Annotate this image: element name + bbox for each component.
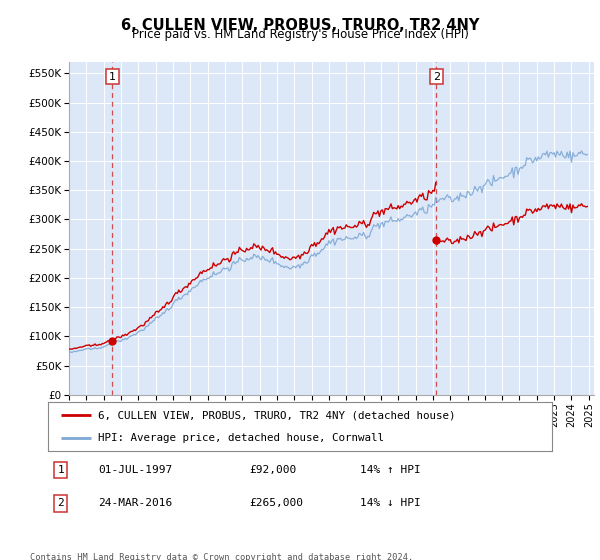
- Text: HPI: Average price, detached house, Cornwall: HPI: Average price, detached house, Corn…: [98, 433, 385, 444]
- Text: Contains HM Land Registry data © Crown copyright and database right 2024.: Contains HM Land Registry data © Crown c…: [30, 553, 413, 560]
- Text: 6, CULLEN VIEW, PROBUS, TRURO, TR2 4NY (detached house): 6, CULLEN VIEW, PROBUS, TRURO, TR2 4NY (…: [98, 410, 456, 421]
- Text: 01-JUL-1997: 01-JUL-1997: [98, 465, 173, 475]
- Text: £92,000: £92,000: [250, 465, 297, 475]
- Text: 14% ↓ HPI: 14% ↓ HPI: [361, 498, 421, 508]
- Text: £265,000: £265,000: [250, 498, 304, 508]
- Text: 1: 1: [57, 465, 64, 475]
- Text: 1: 1: [109, 72, 116, 82]
- Text: 2: 2: [57, 498, 64, 508]
- Text: 14% ↑ HPI: 14% ↑ HPI: [361, 465, 421, 475]
- Text: Price paid vs. HM Land Registry's House Price Index (HPI): Price paid vs. HM Land Registry's House …: [131, 28, 469, 41]
- Text: 24-MAR-2016: 24-MAR-2016: [98, 498, 173, 508]
- Text: 6, CULLEN VIEW, PROBUS, TRURO, TR2 4NY: 6, CULLEN VIEW, PROBUS, TRURO, TR2 4NY: [121, 18, 479, 33]
- Text: 2: 2: [433, 72, 440, 82]
